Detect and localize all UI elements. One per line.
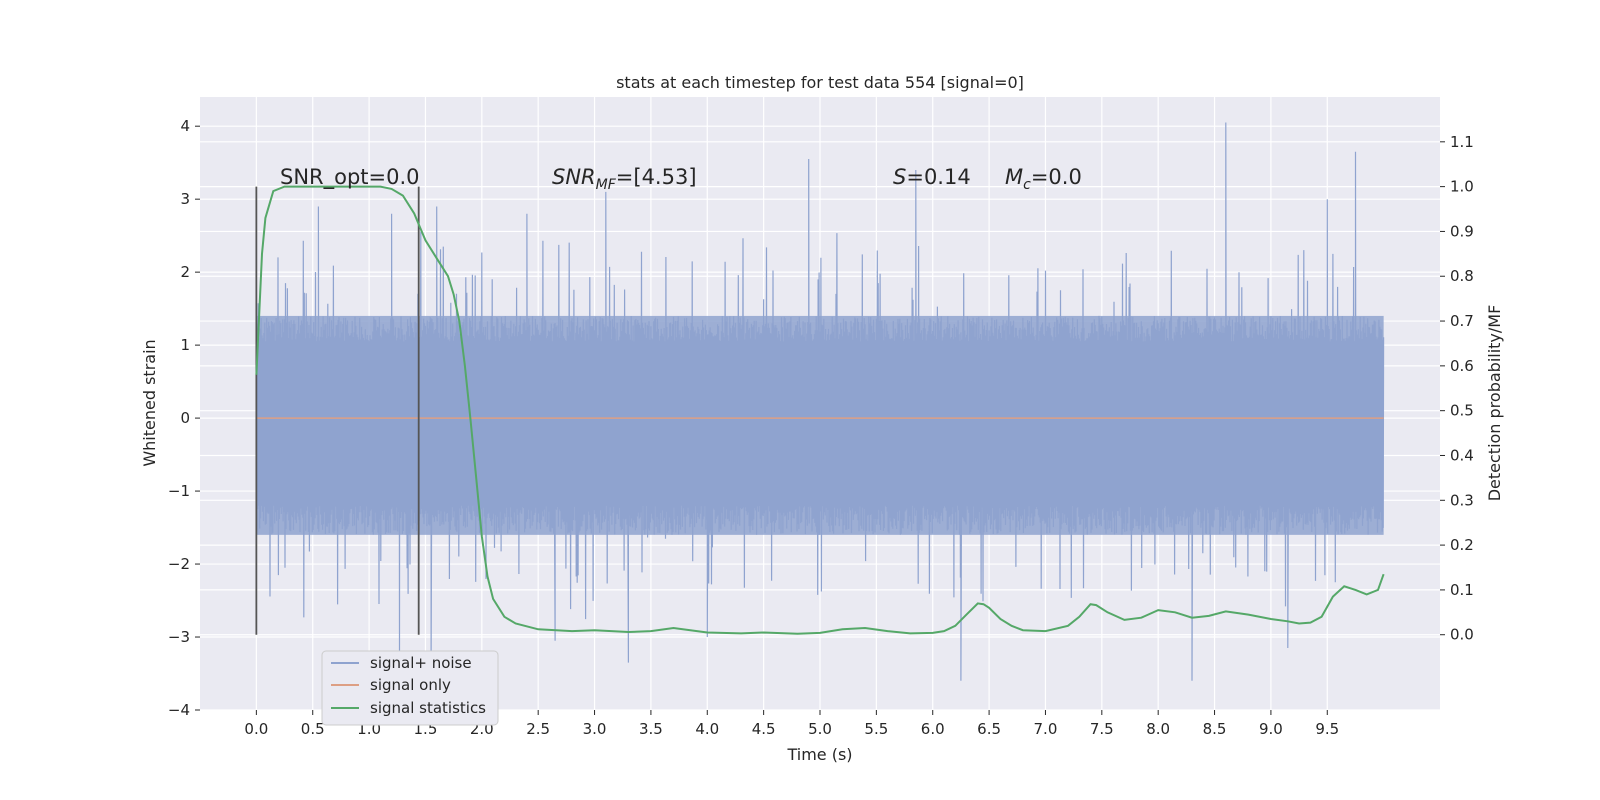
y-tick-label: 1 xyxy=(180,336,190,354)
x-tick-label: 8.0 xyxy=(1146,720,1170,738)
annotation-mc-main: M xyxy=(1005,165,1023,189)
annotation-s-main: S xyxy=(893,165,906,189)
x-tick-label: 6.0 xyxy=(921,720,945,738)
x-tick-label: 3.0 xyxy=(583,720,607,738)
legend-label-signal-only: signal only xyxy=(370,676,451,694)
legend-label-signal-statistics: signal statistics xyxy=(370,699,486,717)
y2-tick-label: 0.8 xyxy=(1450,267,1474,285)
y-axis-ticks: 4 3 2 1 0 −1 −2 −3 −4 xyxy=(168,117,200,719)
x-tick-label: 3.5 xyxy=(639,720,663,738)
x-tick-label: 5.0 xyxy=(808,720,832,738)
y-tick-label: −3 xyxy=(168,628,190,646)
annotation-snr-mf-sub: MF xyxy=(596,177,617,193)
signal-noise-series xyxy=(255,122,1385,681)
annotation-snr-mf-value: =[4.53] xyxy=(616,165,697,189)
signal-statistics-series xyxy=(255,185,1385,635)
y2-tick-label: 0.5 xyxy=(1450,402,1474,420)
y2-tick-label: 1.1 xyxy=(1450,133,1474,151)
y2-tick-label: 0.1 xyxy=(1450,581,1474,599)
y2-tick-label: 0.7 xyxy=(1450,312,1474,330)
y2-tick-label: 0.4 xyxy=(1450,446,1474,464)
y2-tick-label: 0.0 xyxy=(1450,626,1474,644)
legend: signal+ noise signal only signal statist… xyxy=(321,650,499,726)
x-tick-label: 7.0 xyxy=(1034,720,1058,738)
y-tick-label: −4 xyxy=(168,701,190,719)
annotation-snr-mf: SNRMF=[4.53] xyxy=(552,165,697,193)
y-tick-label: −2 xyxy=(168,555,190,573)
chart-title: stats at each timestep for test data 554… xyxy=(616,73,1024,92)
x-tick-label: 8.5 xyxy=(1203,720,1227,738)
y-tick-label: −1 xyxy=(168,482,190,500)
y2-axis-title: Detection probability/MF xyxy=(1485,305,1504,502)
y-tick-label: 3 xyxy=(180,190,190,208)
x-tick-label: 5.5 xyxy=(864,720,888,738)
x-tick-label: 4.0 xyxy=(695,720,719,738)
x-tick-label: 9.5 xyxy=(1315,720,1339,738)
annotation-mc: Mc=0.0 xyxy=(1005,165,1082,193)
y2-tick-label: 0.6 xyxy=(1450,357,1474,375)
x-axis-title: Time (s) xyxy=(786,745,852,764)
annotation-mc-sub: c xyxy=(1023,177,1031,193)
y-axis-title: Whitened strain xyxy=(140,339,159,466)
legend-box xyxy=(321,650,499,726)
y-tick-label: 0 xyxy=(180,409,190,427)
legend-label-signal-noise: signal+ noise xyxy=(370,654,472,672)
annotation-snr-opt: SNR_opt=0.0 xyxy=(280,165,420,190)
annotation-s: S=0.14 xyxy=(893,165,971,189)
x-tick-label: 9.0 xyxy=(1259,720,1283,738)
annotation-s-value: =0.14 xyxy=(906,165,970,189)
y2-axis-ticks: 1.1 1.0 0.9 0.8 0.7 0.6 0.5 0.4 0.3 0.2 0.1 0.0 xyxy=(1440,133,1474,644)
annotation-mc-value: =0.0 xyxy=(1031,165,1082,189)
signal-statistics-line xyxy=(255,185,1385,635)
x-tick-label: 4.5 xyxy=(752,720,776,738)
x-tick-label: 7.5 xyxy=(1090,720,1114,738)
annotation-snr-mf-main: SNR xyxy=(552,165,596,189)
y2-tick-label: 0.9 xyxy=(1450,222,1474,240)
noise-line xyxy=(255,122,1385,681)
x-tick-label: 0.5 xyxy=(301,720,325,738)
x-tick-label: 0.0 xyxy=(244,720,268,738)
y-tick-label: 4 xyxy=(180,117,190,135)
x-tick-label: 6.5 xyxy=(977,720,1001,738)
y-tick-label: 2 xyxy=(180,263,190,281)
x-axis-ticks: 0.0 0.5 1.0 1.5 2.0 2.5 3.0 3.5 4.0 4.5 5.0 5.5 6.0 6… xyxy=(244,710,1339,738)
x-tick-label: 2.5 xyxy=(526,720,550,738)
y2-tick-label: 0.2 xyxy=(1450,536,1474,554)
y2-tick-label: 0.3 xyxy=(1450,491,1474,509)
window-markers xyxy=(255,186,420,635)
y2-tick-label: 1.0 xyxy=(1450,178,1474,196)
